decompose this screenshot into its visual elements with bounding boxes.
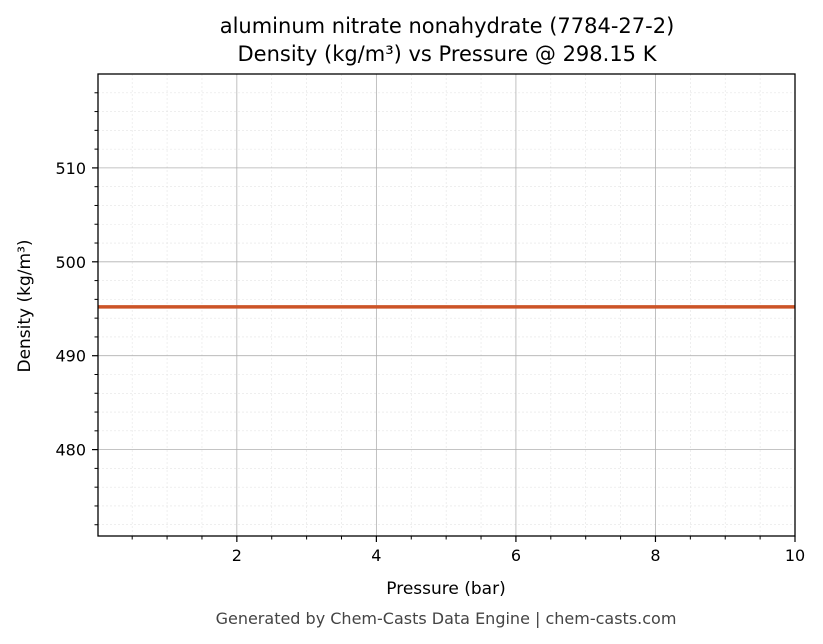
chart-subtitle: Density (kg/m³) vs Pressure @ 298.15 K <box>237 42 657 66</box>
y-axis-ticks: 480 490 500 510 <box>55 92 98 526</box>
x-tick-label: 8 <box>650 546 660 565</box>
x-axis-ticks: 2 4 6 8 10 <box>131 536 805 565</box>
minor-grid <box>98 74 795 536</box>
x-tick-label: 2 <box>232 546 242 565</box>
x-tick-label: 6 <box>511 546 521 565</box>
footer-credit: Generated by Chem-Casts Data Engine | ch… <box>216 609 677 628</box>
major-grid <box>98 74 796 536</box>
x-axis-label: Pressure (bar) <box>386 579 505 599</box>
x-tick-label: 4 <box>371 546 381 565</box>
chart-title: aluminum nitrate nonahydrate (7784-27-2) <box>220 14 675 38</box>
y-tick-label: 510 <box>55 159 86 178</box>
y-tick-label: 500 <box>55 253 86 272</box>
y-tick-label: 490 <box>55 347 86 366</box>
y-axis-label: Density (kg/m³) <box>15 239 35 372</box>
x-tick-label: 10 <box>785 546 805 565</box>
y-tick-label: 480 <box>55 441 86 460</box>
